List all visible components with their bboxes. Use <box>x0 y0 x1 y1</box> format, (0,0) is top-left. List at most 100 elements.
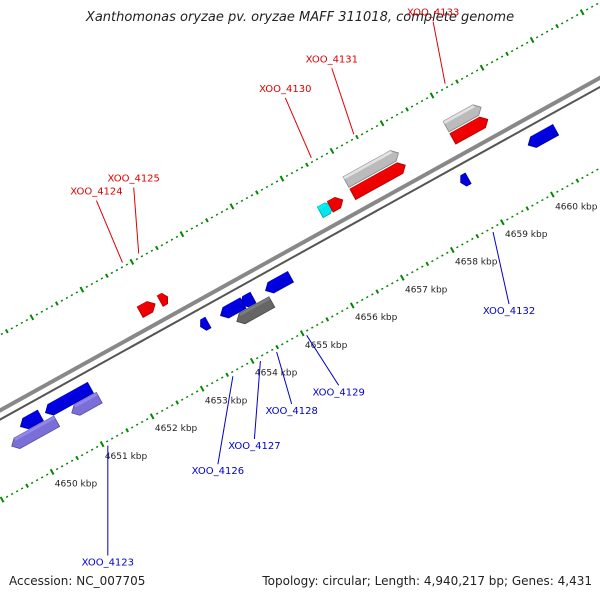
forward-tick <box>405 107 409 112</box>
forward-tick <box>110 271 114 275</box>
forward-tick <box>55 301 59 306</box>
gene-label: XOO_4126 <box>192 466 244 477</box>
reverse-tick <box>316 323 319 327</box>
reverse-tick <box>325 317 330 322</box>
forward-tick <box>535 36 539 39</box>
forward-tick <box>265 185 269 189</box>
forward-tick <box>125 263 129 266</box>
forward-tick <box>345 141 349 144</box>
forward-tick <box>70 293 74 297</box>
forward-tick <box>490 61 494 64</box>
reverse-tick <box>566 185 569 188</box>
forward-tick <box>565 19 569 22</box>
reverse-tick <box>15 490 19 493</box>
kbp-label: 4652 kbp <box>155 424 198 434</box>
reverse-tick <box>475 233 480 239</box>
reverse-tick <box>406 273 409 277</box>
gene-callout-line <box>95 200 123 263</box>
reverse-tick <box>471 237 474 241</box>
reverse-tick <box>105 440 109 443</box>
reverse-tick <box>399 274 405 281</box>
forward-tick <box>60 299 64 302</box>
gene-block-highlight <box>242 292 252 300</box>
gene-label: XOO_4129 <box>312 387 364 398</box>
reverse-tick <box>270 348 274 351</box>
reverse-tick <box>331 315 334 318</box>
forward-tick <box>510 49 514 53</box>
reverse-tick <box>255 357 259 360</box>
reverse-tick <box>120 431 124 435</box>
gene-xoo-4125-highlight <box>157 293 165 299</box>
kbp-label: 4656 kbp <box>355 313 398 323</box>
reverse-tick <box>506 218 509 221</box>
forward-tick <box>115 269 119 272</box>
reverse-tick <box>185 395 189 399</box>
gene-callout-line <box>432 21 446 84</box>
reverse-tick <box>466 240 469 243</box>
forward-tick <box>135 257 139 261</box>
reverse-tick <box>536 201 539 205</box>
forward-tick <box>570 16 574 19</box>
reverse-tick <box>205 384 209 388</box>
gene-block <box>527 124 560 148</box>
gene-xoo-4130-highlight <box>327 197 338 205</box>
reverse-tick <box>160 409 164 413</box>
reverse-tick <box>586 174 589 177</box>
reverse-tick <box>396 279 399 282</box>
gene-callout-line <box>133 187 140 254</box>
forward-tick <box>440 88 444 92</box>
gene-label: XOO_4127 <box>228 441 280 452</box>
reverse-tick <box>170 404 174 407</box>
reverse-tick <box>521 210 524 213</box>
reverse-tick <box>516 212 519 216</box>
reverse-tick <box>381 287 384 290</box>
reverse-tick <box>596 168 599 171</box>
reverse-tick <box>336 312 339 315</box>
forward-tick <box>105 273 109 278</box>
forward-tick <box>579 9 585 16</box>
gene-xoo-4131 <box>349 162 406 201</box>
reverse-tick <box>195 390 199 393</box>
forward-tick <box>425 97 429 100</box>
reverse-tick <box>591 171 594 174</box>
forward-tick <box>385 119 389 122</box>
gene-block-highlight <box>530 124 555 140</box>
reverse-tick <box>140 420 144 424</box>
reverse-tick <box>60 465 64 468</box>
forward-tick <box>50 305 54 308</box>
reverse-tick <box>240 365 244 368</box>
reverse-tick <box>346 307 349 310</box>
gene-xoo-4124-highlight <box>137 301 150 310</box>
forward-tick <box>429 92 435 99</box>
forward-tick <box>45 307 49 311</box>
forward-tick <box>20 321 24 325</box>
forward-tick <box>560 22 564 25</box>
forward-tick <box>325 152 329 155</box>
reverse-tick <box>0 496 5 503</box>
forward-tick <box>155 245 159 251</box>
gene-callout-line <box>331 68 355 135</box>
reverse-tick <box>20 487 24 490</box>
reverse-tick <box>290 337 294 340</box>
forward-tick <box>40 310 44 313</box>
reverse-tick <box>321 320 324 324</box>
gene-block-highlight <box>343 150 393 180</box>
reverse-tick <box>491 226 494 229</box>
reverse-tick <box>75 455 79 461</box>
forward-tick <box>520 44 524 47</box>
reverse-tick <box>125 428 129 433</box>
gene-block-highlight <box>317 202 328 210</box>
forward-tick <box>415 102 419 105</box>
reverse-tick <box>436 257 439 260</box>
forward-tick <box>240 199 244 202</box>
reverse-tick <box>265 351 269 354</box>
reverse-tick <box>441 254 444 257</box>
reverse-tick <box>155 412 159 415</box>
reverse-tick <box>306 329 309 332</box>
forward-tick <box>150 249 154 252</box>
reverse-tick <box>145 418 149 421</box>
forward-tick <box>585 8 589 11</box>
reverse-tick <box>575 178 580 183</box>
gene-block <box>11 415 61 449</box>
